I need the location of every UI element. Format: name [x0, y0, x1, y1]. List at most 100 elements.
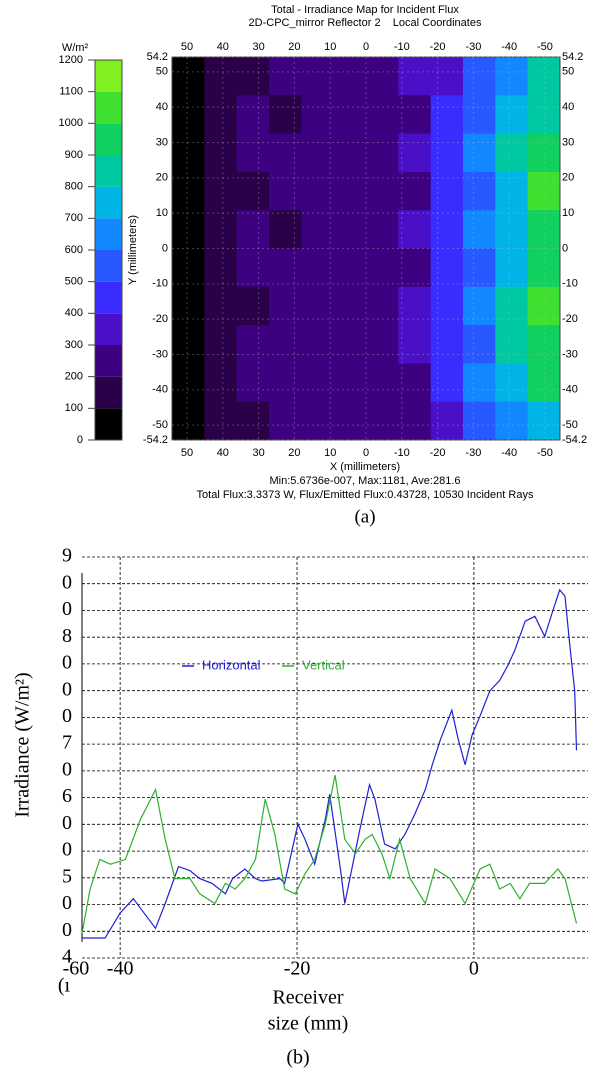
x-tick-label: 20: [288, 41, 300, 53]
heatmap-cell: [366, 210, 399, 249]
heatmap-cell: [333, 95, 367, 135]
heatmap-cell: [204, 286, 238, 326]
y-tick-label: 0: [62, 678, 72, 700]
colorbar-tick-label: 100: [65, 402, 83, 414]
caption: (a): [354, 506, 375, 527]
heatmap-cell: [172, 210, 205, 249]
colorbar-tick-label: 700: [65, 212, 83, 224]
heatmap-cell: [301, 95, 335, 135]
heatmap-cell: [172, 325, 205, 364]
heatmap-cell: [333, 248, 367, 288]
heatmap-cell: [333, 401, 367, 441]
colorbar-band: [95, 123, 122, 155]
heatmap-cell: [527, 133, 561, 173]
heatmap-cell: [204, 171, 238, 211]
colorbar-tick-label: 1100: [59, 86, 83, 98]
y-tick-label: 7: [62, 732, 72, 754]
heatmap-cell: [366, 286, 399, 326]
x-tick-label: 40: [217, 447, 229, 459]
heatmap-cell: [204, 363, 238, 403]
heatmap-cell: [463, 210, 496, 249]
colorbar-tick-label: 200: [65, 371, 83, 383]
y-tick-label: -40: [562, 384, 578, 396]
heatmap-cell: [236, 210, 270, 249]
y-tick-label: 8: [62, 625, 72, 647]
heatmap-cell: [495, 171, 529, 211]
heatmap-cell: [204, 210, 238, 249]
y-tick-label: -30: [152, 348, 168, 360]
y-tick-label: 30: [562, 136, 574, 148]
heatmap-cell: [301, 171, 335, 211]
heatmap-cell: [527, 325, 561, 364]
colorbar-tick-label: 600: [65, 244, 83, 256]
heatmap-cell: [269, 248, 302, 288]
heatmap-cell: [366, 171, 399, 211]
heatmap-cell: [172, 286, 205, 326]
heatmap-cell: [366, 57, 399, 96]
heatmap-cell: [204, 133, 238, 173]
y-tick-label: 0: [62, 705, 72, 727]
heatmap-cell: [301, 325, 335, 364]
y-tick-label: 0: [62, 839, 72, 861]
x-tick-label: -30: [465, 41, 481, 53]
heatmap-cell: [527, 363, 561, 403]
x-axis-label: Receiver: [272, 987, 343, 1009]
x-tick-label: 0: [363, 447, 369, 459]
heatmap-cell: [172, 363, 205, 403]
heatmap-cell: [172, 248, 205, 288]
y-tick-label: 0: [62, 598, 72, 620]
x-tick-label: -20: [284, 958, 311, 980]
heatmap-cell: [333, 133, 367, 173]
heatmap-cell: [398, 363, 432, 403]
x-tick-label: -10: [394, 41, 410, 53]
heatmap-cell: [366, 133, 399, 173]
data-line: [82, 588, 578, 939]
heatmap-cell: [172, 57, 205, 96]
y-tick-label: 0: [162, 242, 168, 254]
y-tick-label: -50: [562, 419, 578, 431]
x-axis-label: size (mm): [268, 1013, 349, 1035]
heatmap-cell: [333, 286, 367, 326]
x-tick-label: 30: [252, 447, 264, 459]
y-tick-label: -54.2: [562, 434, 587, 446]
colorbar-tick-label: 1000: [59, 117, 83, 129]
colorbar-band: [95, 408, 122, 440]
stats-text: Min:5.6736e-007, Max:1181, Ave:281.6: [269, 475, 460, 487]
heatmap-cell: [398, 133, 432, 173]
x-tick-label: -40: [107, 958, 134, 980]
heatmap-cell: [301, 401, 335, 441]
heatmap-cell: [172, 133, 205, 173]
heatmap-cell: [527, 248, 561, 288]
colorbar-tick-label: 500: [65, 276, 83, 288]
chart-title: Total - Irradiance Map for Incident Flux: [271, 4, 459, 16]
heatmap-cell: [269, 95, 302, 135]
heatmap-cell: [398, 210, 432, 249]
heatmap-cell: [463, 171, 496, 211]
heatmap-cell: [204, 401, 238, 441]
y-tick-label: 4: [62, 946, 72, 968]
y-tick-label: -20: [152, 313, 168, 325]
y-tick-label: 0: [562, 242, 568, 254]
y-tick-label: 9: [62, 545, 72, 567]
heatmap-cell: [301, 57, 335, 96]
y-tick-label: 40: [156, 101, 168, 113]
x-tick-label: 10: [324, 447, 336, 459]
heatmap-cell: [463, 401, 496, 441]
heatmap-cell: [333, 325, 367, 364]
colorbar-band: [95, 91, 122, 124]
x-tick-label: -10: [394, 447, 410, 459]
heatmap-cell: [366, 363, 399, 403]
y-tick-label: 0: [62, 571, 72, 593]
colorbar-band: [95, 155, 122, 187]
heatmap-cell: [366, 325, 399, 364]
y-tick-label: 30: [156, 136, 168, 148]
y-tick-label: 5: [62, 865, 72, 887]
heatmap-cell: [430, 325, 464, 364]
heatmap-cell: [463, 133, 496, 173]
stats-text: Total Flux:3.3373 W, Flux/Emitted Flux:0…: [197, 489, 534, 501]
heatmap-cell: [172, 401, 205, 441]
heatmap-cell: [333, 210, 367, 249]
colorbar-band: [95, 186, 122, 219]
y-axis-label: Y (millimeters): [127, 215, 139, 285]
